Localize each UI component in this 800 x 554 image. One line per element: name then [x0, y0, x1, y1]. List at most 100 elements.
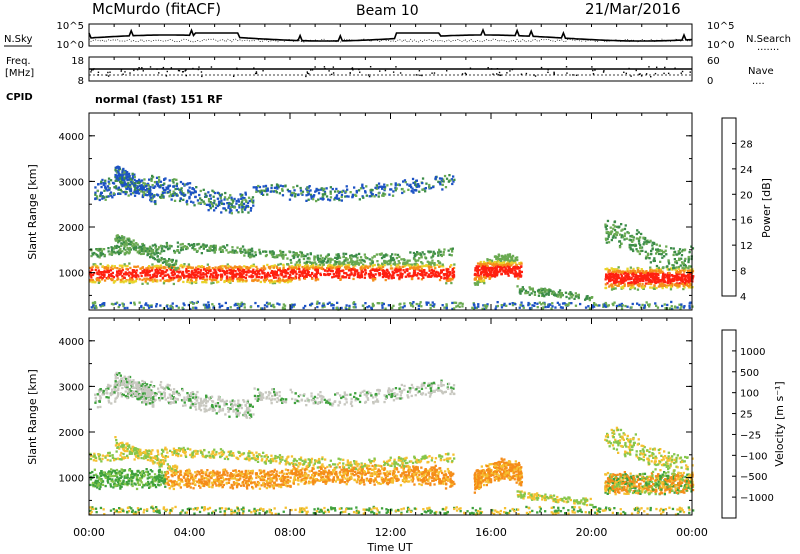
echo-cell	[144, 303, 147, 306]
echo-cell	[352, 277, 355, 281]
echo-cell	[108, 187, 111, 190]
echo-cell	[150, 304, 153, 307]
echo-cell	[95, 277, 98, 281]
echo-cell	[149, 276, 152, 280]
echo-cell	[443, 277, 446, 280]
echo-cell	[252, 271, 255, 274]
echo-cell	[448, 253, 451, 256]
echo-cell	[622, 276, 625, 279]
echo-cell	[371, 261, 374, 264]
echo-cell	[616, 269, 619, 273]
echo-cell	[250, 200, 253, 203]
echo-cell	[605, 228, 608, 231]
echo-cell	[243, 303, 246, 306]
echo-cell	[242, 279, 245, 282]
echo-cell	[116, 179, 119, 182]
echo-cell	[680, 254, 684, 257]
echo-cell	[420, 270, 424, 274]
echo-cell	[161, 270, 165, 273]
echo-cell	[416, 184, 419, 187]
echo-cell	[195, 273, 198, 276]
echo-cell	[125, 244, 128, 247]
echo-cell	[626, 268, 629, 272]
echo-cell	[270, 184, 273, 187]
echo-cell	[208, 194, 212, 197]
echo-cell	[627, 231, 630, 235]
echo-cell	[155, 180, 158, 184]
echo-cell	[203, 202, 206, 205]
echo-cell	[210, 244, 213, 248]
echo-cell	[362, 196, 365, 199]
echo-cell	[683, 282, 687, 285]
echo-cell	[616, 273, 619, 277]
echo-cell	[179, 277, 182, 281]
echo-cell	[513, 259, 516, 262]
echo-cell	[485, 306, 488, 310]
echo-cell	[425, 182, 428, 185]
echo-cell	[127, 252, 130, 255]
echo-cell	[614, 275, 617, 278]
freq-mark	[106, 74, 108, 76]
freq-mark	[142, 70, 144, 72]
echo-cell	[172, 274, 175, 277]
echo-cell	[186, 247, 189, 250]
echo-cell	[295, 265, 298, 268]
echo-cell	[677, 272, 680, 275]
echo-cell	[317, 192, 321, 195]
freq-mark	[418, 70, 421, 72]
echo-cell	[645, 301, 648, 304]
echo-cell	[293, 277, 296, 280]
echo-cell	[117, 178, 120, 182]
echo-cell	[258, 189, 261, 193]
echo-cell	[230, 203, 233, 206]
echo-cell	[543, 295, 546, 298]
echo-cell	[240, 251, 243, 254]
echo-cell	[125, 187, 128, 190]
echo-cell	[198, 265, 201, 268]
echo-cell	[623, 232, 627, 235]
echo-cell	[146, 194, 149, 197]
echo-cell	[150, 278, 154, 281]
echo-cell	[236, 306, 239, 310]
echo-cell	[630, 276, 633, 279]
echo-cell	[305, 199, 308, 202]
echo-cell	[174, 267, 177, 270]
echo-cell	[643, 271, 647, 274]
echo-cell	[415, 302, 418, 306]
echo-cell	[339, 277, 342, 280]
echo-cell	[358, 275, 362, 278]
echo-cell	[244, 276, 247, 280]
echo-cell	[378, 272, 381, 275]
echo-cell	[216, 281, 219, 284]
echo-cell	[101, 252, 105, 256]
echo-cell	[480, 264, 483, 267]
echo-cell	[217, 273, 220, 277]
echo-cell	[519, 292, 522, 295]
freq-tick-top: 18	[71, 56, 84, 67]
echo-cell	[401, 272, 404, 276]
echo-cell	[175, 304, 178, 308]
echo-cell	[402, 258, 405, 261]
echo-cell	[482, 268, 485, 271]
echo-cell	[90, 276, 93, 279]
echo-cell	[337, 267, 340, 271]
echo-cell	[241, 250, 244, 254]
freq-mark	[120, 68, 123, 71]
echo-cell	[241, 274, 244, 277]
echo-cell	[107, 275, 110, 278]
echo-cell	[228, 280, 232, 283]
echo-cell	[219, 194, 222, 197]
echo-cell	[501, 264, 504, 267]
echo-cell	[679, 269, 682, 272]
echo-cell	[270, 279, 273, 282]
echo-cell	[533, 302, 536, 305]
echo-cell	[134, 191, 137, 194]
echo-cell	[612, 273, 615, 276]
echo-cell	[163, 249, 166, 253]
echo-cell	[640, 285, 644, 288]
echo-cell	[533, 293, 537, 296]
echo-cell	[151, 176, 155, 179]
freq-mark	[445, 70, 448, 72]
echo-cell	[689, 277, 692, 281]
echo-cell	[671, 278, 675, 281]
